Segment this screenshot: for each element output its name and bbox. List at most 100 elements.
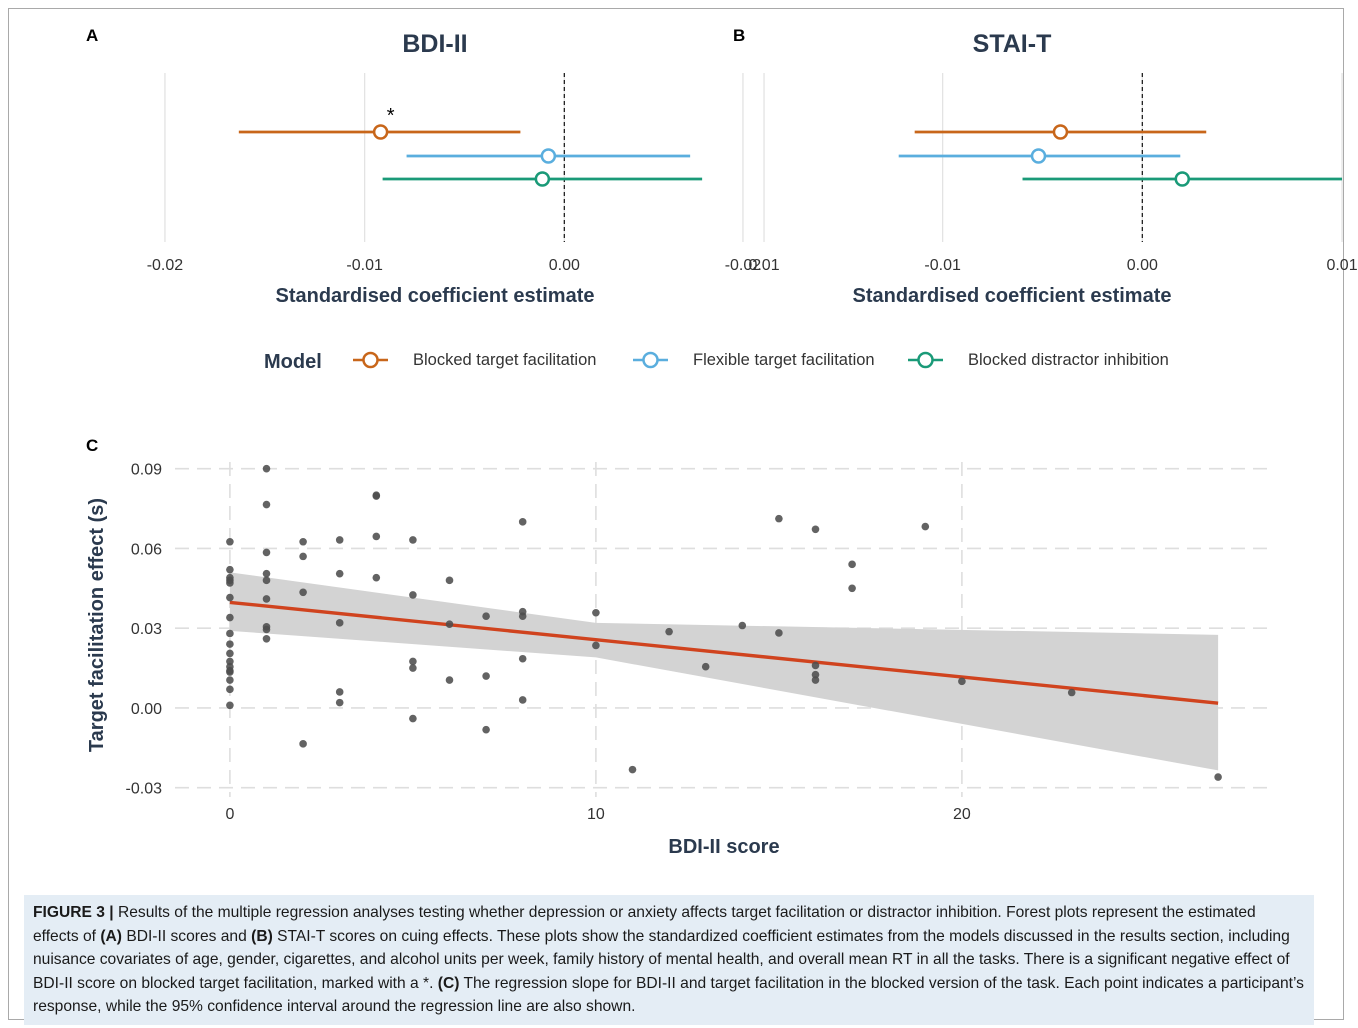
scatter-point: [811, 670, 820, 679]
scatter-point: [445, 576, 454, 585]
scatter-point: [299, 537, 307, 546]
forest-plot-stai: STAI-T Standardised coefficient estimate…: [725, 30, 1358, 307]
scatter-point: [226, 701, 234, 710]
scatter-plot-bdi: -0.030.000.030.060.090 10 20 BDI-II score …: [86, 462, 1273, 858]
legend-item-flexible-target: Flexible target facilitation: [633, 351, 875, 369]
scatter-point: [848, 584, 856, 593]
figure-caption: FIGURE 3 | Results of the multiple regre…: [24, 895, 1314, 1025]
forest-a-xtick-label: 0.00: [549, 257, 580, 274]
scatter-point: [335, 698, 344, 707]
scatter-point: [409, 714, 417, 723]
scatter-point: [958, 677, 966, 686]
scatter-point: [409, 591, 417, 599]
scatter-point: [226, 629, 234, 638]
scatter-point: [921, 522, 930, 531]
scatter-point: [226, 676, 234, 684]
forest-b-estimate-point: [1052, 124, 1069, 140]
caption-part: BDI-II scores and: [121, 927, 252, 945]
figure-charts: A B C BDI-II Standardised coefficient es…: [86, 26, 1358, 858]
scatter-point: [592, 608, 600, 617]
scatter-point: [1067, 688, 1076, 697]
panel-letter-a: A: [86, 26, 98, 45]
forest-a-estimate-point: [372, 124, 389, 140]
scatter-point: [226, 668, 234, 676]
scatter-point: [335, 569, 344, 578]
scatter-point: [299, 552, 307, 561]
forest-a-xtick-label: -0.02: [147, 257, 184, 274]
scatter-point: [226, 685, 234, 694]
scatter-point: [482, 672, 490, 680]
legend-key-marker-flexible-target: [642, 351, 659, 369]
scatter-ytick-label: 0.00: [131, 701, 162, 718]
legend-item-blocked-target: Blocked target facilitation: [353, 351, 596, 369]
scatter-point: [335, 688, 344, 696]
legend-title: Model: [264, 351, 322, 373]
scatter-point: [775, 629, 783, 637]
forest-b-xtick-label: -0.02: [725, 257, 762, 274]
scatter-point: [262, 500, 271, 509]
scatter-ytick-label: 0.03: [131, 621, 162, 638]
scatter-point: [335, 619, 344, 627]
legend-label-flexible-target: Flexible target facilitation: [693, 351, 875, 369]
panel-letter-c: C: [86, 436, 98, 455]
scatter-point: [811, 661, 820, 670]
scatter-point: [262, 548, 271, 557]
scatter-point: [226, 657, 234, 666]
scatter-ytick-label: -0.03: [126, 781, 163, 798]
scatter-point: [592, 641, 600, 650]
caption-label: FIGURE 3 |: [33, 904, 114, 921]
scatter-ytick-label: 0.09: [131, 462, 162, 479]
scatter-point: [372, 532, 381, 541]
forest-b-xlabel: Standardised coefficient estimate: [853, 285, 1172, 307]
legend-item-blocked-distractor: Blocked distractor inhibition: [908, 351, 1169, 369]
scatter-xtick-label: 0: [225, 806, 234, 823]
caption-part: STAI-T scores on cuing effects. These pl…: [33, 927, 1290, 992]
scatter-line-layer: [229, 600, 1219, 705]
regression-line: [229, 600, 1219, 705]
forest-a-significance-marker: *: [387, 105, 395, 127]
scatter-point: [665, 627, 673, 636]
forest-a-xlabel: Standardised coefficient estimate: [276, 285, 595, 307]
scatter-point: [518, 696, 527, 704]
scatter-point: [262, 595, 271, 603]
scatter-band-layer: [229, 572, 1219, 771]
scatter-point: [409, 664, 417, 672]
scatter-point: [811, 525, 820, 534]
scatter-point: [226, 537, 234, 546]
forest-b-title: STAI-T: [973, 30, 1052, 58]
scatter-point: [262, 635, 271, 643]
scatter-point: [262, 576, 271, 585]
scatter-point: [848, 560, 856, 569]
scatter-point: [372, 573, 381, 582]
caption-part-bold: (C): [437, 974, 460, 992]
caption-part: Results of the multiple regression analy…: [33, 904, 1256, 945]
caption-part-bold: (B): [251, 927, 273, 945]
scatter-xtick-label: 20: [953, 806, 971, 823]
scatter-point: [262, 625, 271, 634]
scatter-point: [372, 492, 381, 500]
scatter-xlabel: BDI-II score: [668, 836, 779, 858]
scatter-point: [299, 740, 307, 748]
legend-key-marker-blocked-target: [362, 351, 379, 369]
legend: Model Blocked target facilitation Flexib…: [264, 351, 1169, 373]
scatter-point: [738, 621, 747, 630]
scatter-point: [482, 725, 490, 734]
legend-label-blocked-distractor: Blocked distractor inhibition: [968, 351, 1169, 369]
forest-b-xtick-label: -0.01: [924, 257, 961, 274]
forest-b-estimate-point: [1174, 171, 1191, 187]
scatter-point: [518, 612, 527, 621]
scatter-point: [409, 657, 417, 666]
scatter-point: [518, 654, 527, 663]
scatter-point: [299, 588, 307, 597]
legend-label-blocked-target: Blocked target facilitation: [413, 351, 596, 369]
confidence-band: [229, 572, 1219, 771]
forest-a-title: BDI-II: [402, 30, 467, 58]
scatter-points-layer: [226, 464, 1222, 781]
forest-b-xtick-label: 0.00: [1127, 257, 1158, 274]
scatter-ylabel: Target facilitation effect (s): [86, 498, 108, 752]
scatter-point: [445, 620, 454, 628]
scatter-point: [701, 662, 710, 671]
scatter-point: [226, 640, 234, 648]
scatter-xtick-label: 10: [587, 806, 605, 823]
legend-key-marker-blocked-distractor: [917, 351, 934, 369]
